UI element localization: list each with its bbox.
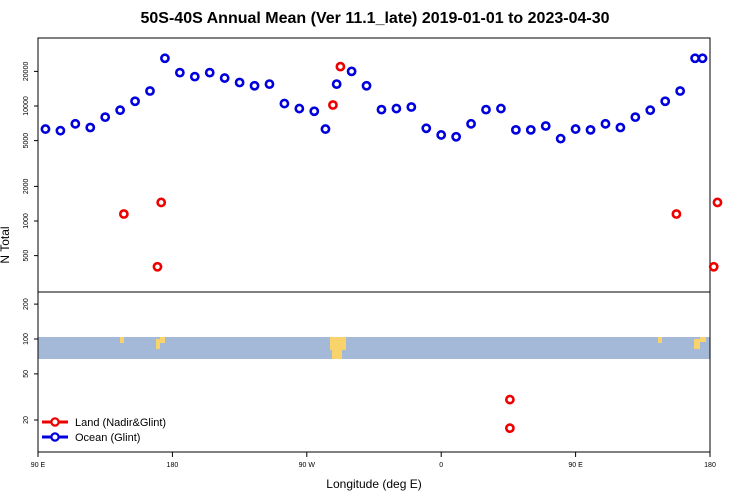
- land-point: [671, 209, 682, 219]
- ocean-point: [145, 86, 155, 96]
- ocean-point: [466, 118, 476, 129]
- legend-land-label: Land (Nadir&Glint): [75, 417, 166, 429]
- ocean-point: [204, 67, 215, 78]
- ocean-point: [70, 118, 81, 129]
- land-point: [708, 261, 719, 272]
- land-mask: [120, 337, 706, 359]
- y-tick-label-lower: 100: [23, 333, 30, 345]
- ocean-point: [391, 103, 402, 114]
- ocean-point: [630, 112, 641, 123]
- ocean-point: [331, 79, 342, 90]
- ocean-point: [496, 103, 506, 114]
- land-point: [712, 197, 723, 208]
- ocean-point: [615, 122, 626, 133]
- data-points: [40, 53, 723, 434]
- x-tick-label: 90 W: [299, 462, 316, 469]
- legend: Land (Nadir&Glint) Ocean (Glint): [42, 417, 166, 444]
- ocean-point: [100, 112, 111, 123]
- ocean-point: [510, 124, 521, 135]
- ocean-point: [279, 98, 290, 109]
- ocean-point: [309, 106, 320, 117]
- ocean-point: [361, 80, 372, 91]
- land-point: [328, 100, 338, 110]
- legend-ocean-label: Ocean (Glint): [75, 432, 140, 444]
- x-tick-label: 180: [704, 462, 716, 469]
- ocean-point: [600, 118, 611, 129]
- legend-ocean-marker: [50, 432, 60, 442]
- legend-land-marker: [50, 417, 60, 427]
- ocean-point: [219, 73, 230, 83]
- ocean-point: [406, 102, 417, 112]
- ocean-point: [421, 123, 432, 134]
- y-tick-label-upper: 500: [23, 250, 30, 262]
- ocean-point: [451, 131, 462, 142]
- x-tick-label: 180: [167, 462, 179, 469]
- ocean-point: [264, 79, 275, 90]
- ocean-point: [376, 104, 387, 115]
- ocean-point: [346, 66, 357, 77]
- y-tick-label-lower: 50: [23, 370, 30, 378]
- ocean-point: [189, 71, 200, 82]
- ocean-point: [675, 86, 686, 96]
- y-axis-title: N Total: [0, 226, 12, 263]
- ocean-point: [174, 67, 185, 78]
- y-axis: 500 1000 2000 5000 10000 20000 20 50 100 200: [23, 62, 38, 424]
- land-point: [118, 209, 129, 219]
- y-tick-label-upper: 1000: [23, 213, 30, 229]
- land-point: [335, 61, 346, 72]
- ocean-point: [570, 124, 581, 134]
- chart-title: 50S-40S Annual Mean (Ver 11.1_late) 2019…: [140, 10, 610, 27]
- ocean-point: [40, 124, 51, 134]
- ocean-point: [525, 124, 536, 135]
- ocean-point: [294, 103, 305, 114]
- x-tick-label: 90 E: [31, 462, 46, 469]
- ocean-band: [38, 337, 710, 359]
- ocean-point: [85, 122, 96, 133]
- x-tick-label: 90 E: [568, 462, 583, 469]
- y-tick-label-upper: 2000: [23, 178, 30, 194]
- upper-panel: [37, 37, 711, 293]
- y-tick-label-upper: 5000: [23, 133, 30, 149]
- ocean-point: [481, 104, 491, 115]
- ocean-point: [697, 53, 708, 64]
- x-axis: 90 E 180 90 W 0 90 E 180: [31, 452, 716, 469]
- land-point: [156, 197, 167, 208]
- x-tick-label: 0: [439, 462, 443, 469]
- ocean-point: [320, 124, 331, 134]
- ocean-point: [660, 96, 671, 107]
- land-point: [504, 394, 515, 405]
- ocean-point: [436, 130, 447, 140]
- y-tick-label-lower: 20: [23, 416, 30, 424]
- ocean-point: [555, 133, 566, 144]
- ocean-point: [115, 105, 126, 116]
- ocean-point: [645, 105, 656, 116]
- ocean-point: [160, 53, 170, 64]
- land-point: [504, 423, 515, 434]
- ocean-point: [585, 124, 596, 135]
- ocean-point: [130, 96, 140, 107]
- land-point: [152, 261, 163, 272]
- lower-panel: [37, 291, 711, 453]
- y-tick-label-upper: 20000: [23, 62, 30, 82]
- ocean-point: [690, 53, 700, 64]
- y-tick-label-lower: 200: [23, 298, 30, 310]
- x-axis-title: Longitude (deg E): [326, 477, 421, 491]
- ocean-point: [234, 77, 245, 88]
- y-tick-label-upper: 10000: [23, 96, 30, 116]
- ocean-point: [540, 121, 551, 131]
- ocean-point: [249, 80, 260, 91]
- ocean-point: [55, 125, 66, 136]
